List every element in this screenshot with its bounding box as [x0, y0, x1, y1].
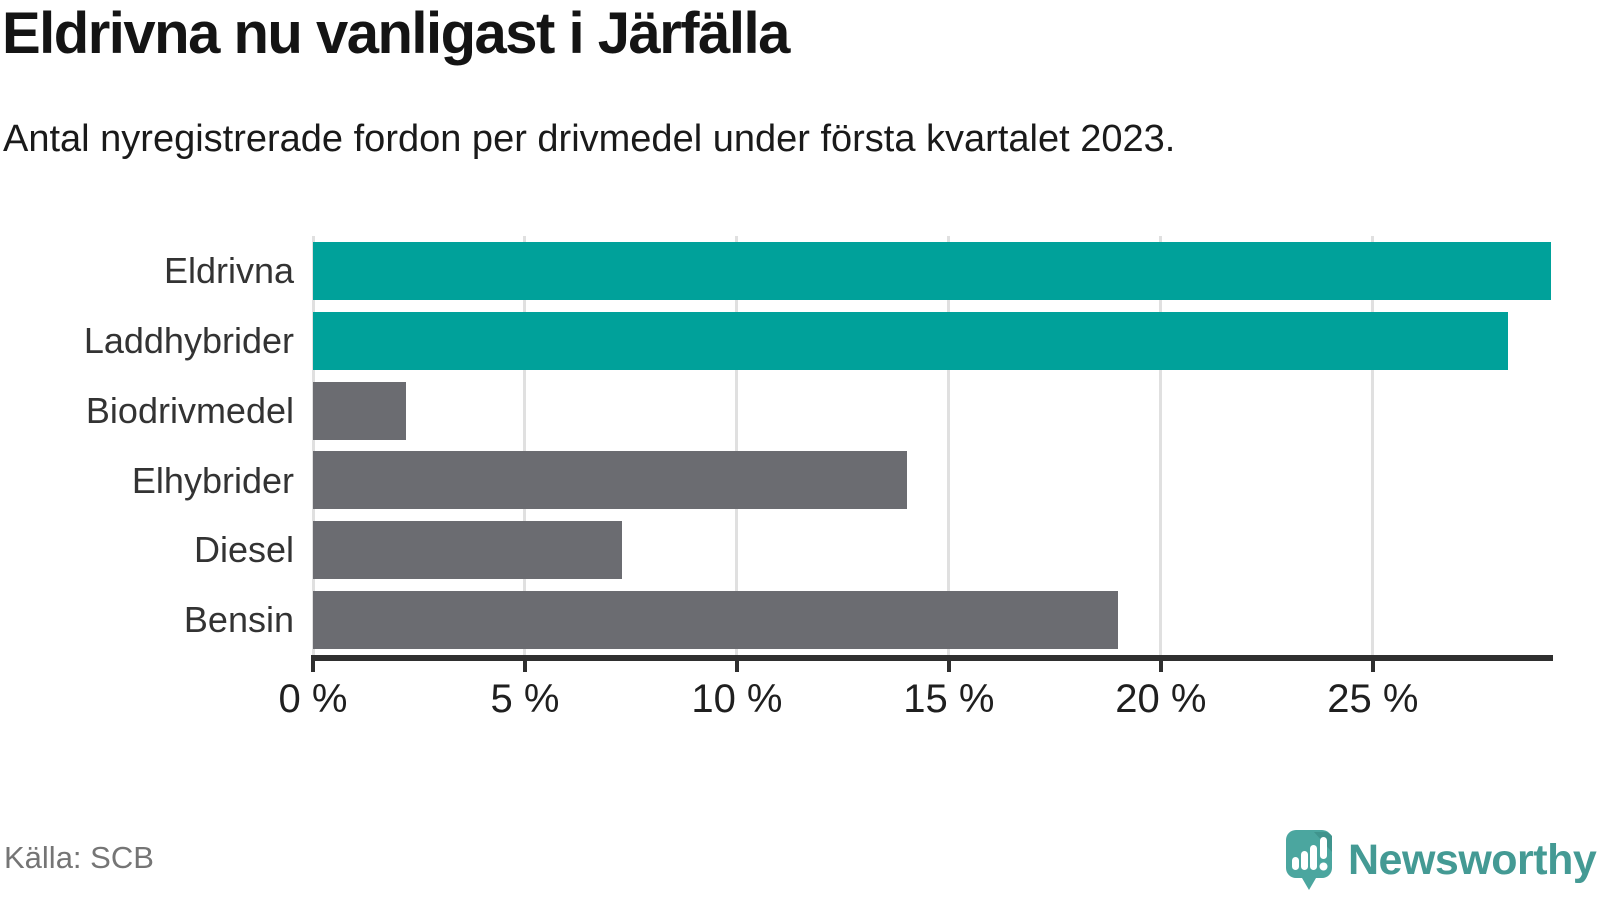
x-tick-0	[311, 661, 315, 672]
x-tick-25	[1370, 661, 1375, 672]
brand-logo: Newsworthy	[1284, 828, 1597, 892]
category-label-bensin: Bensin	[183, 599, 294, 641]
x-tick-label-15: 15 %	[903, 677, 995, 721]
x-tick-label-10: 10 %	[691, 677, 783, 721]
x-tick-label-20: 20 %	[1115, 677, 1207, 721]
x-tick-label-25: 25 %	[1327, 677, 1419, 721]
category-label-laddhybrider: Laddhybrider	[83, 319, 294, 361]
newsworthy-speech-bubble-chart-icon	[1286, 830, 1332, 890]
x-tick-10	[734, 661, 739, 672]
bar-laddhybrider	[313, 311, 1509, 370]
category-label-eldrivna: Eldrivna	[163, 250, 294, 291]
x-tick-5	[522, 661, 527, 672]
category-label-diesel: Diesel	[193, 529, 294, 571]
bar-elhybrider	[313, 451, 907, 510]
bar-eldrivna	[313, 241, 1551, 300]
x-tick-20	[1158, 661, 1163, 672]
x-tick-label-5: 5 %	[490, 677, 560, 721]
gridline-15	[947, 236, 951, 655]
x-tick-label-0: 0 %	[278, 677, 348, 721]
x-tick-15	[946, 661, 951, 672]
gridline-25	[1371, 236, 1375, 655]
gridline-10	[735, 236, 739, 655]
bar-diesel	[313, 521, 623, 580]
source-note: Källa: SCB	[4, 840, 154, 875]
gridline-0	[311, 236, 315, 655]
brand-name: Newsworthy	[1348, 835, 1597, 884]
bar-bensin	[313, 591, 1119, 650]
gridline-5	[523, 236, 527, 655]
x-axis-line	[311, 655, 1553, 661]
category-label-elhybrider: Elhybrider	[131, 459, 294, 501]
chart-subtitle: Antal nyregistrerade fordon per drivmede…	[3, 118, 1176, 160]
bar-biodrivmedel	[313, 381, 407, 440]
chart-title: Eldrivna nu vanligast i Järfälla	[2, 1, 790, 66]
category-label-biodrivmedel: Biodrivmedel	[85, 389, 294, 431]
gridline-20	[1159, 236, 1163, 655]
